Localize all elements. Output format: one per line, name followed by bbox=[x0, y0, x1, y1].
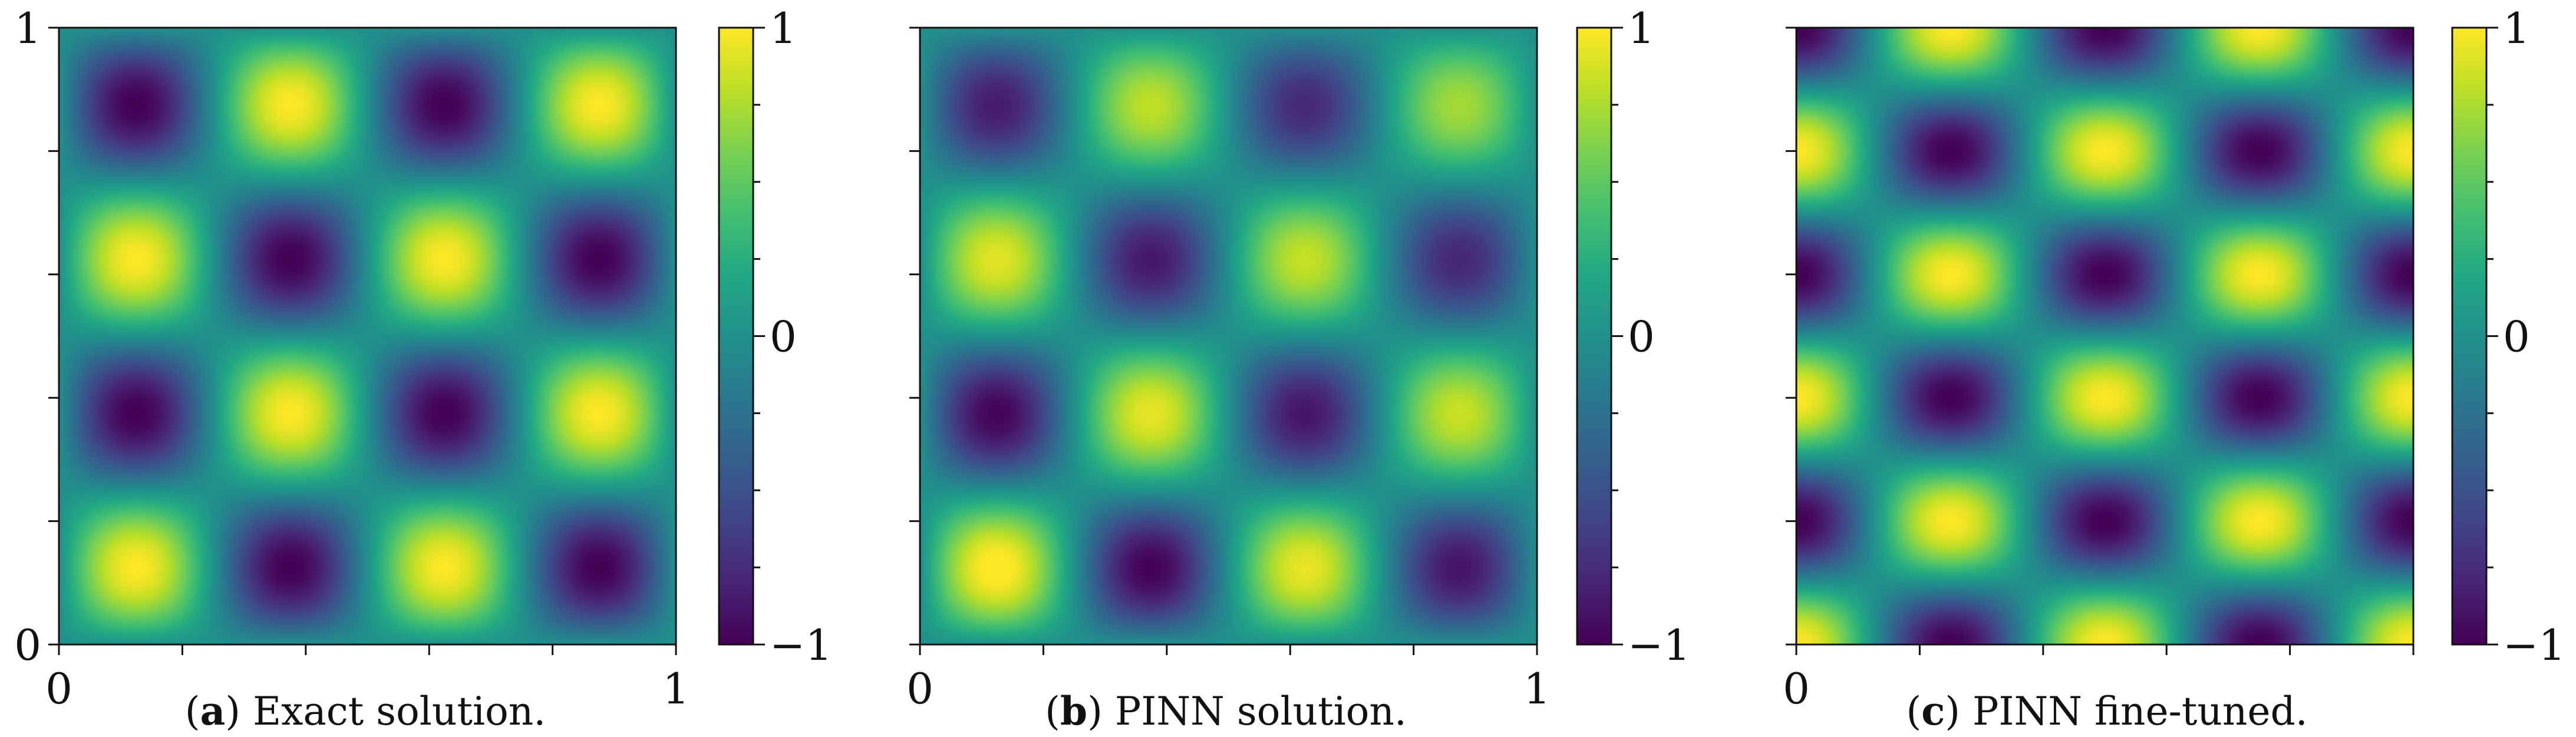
caption-label: ( bbox=[1906, 689, 1921, 734]
heatmap-image bbox=[1796, 28, 2413, 645]
caption-label: ( bbox=[185, 689, 200, 734]
plot-frame bbox=[58, 27, 677, 646]
x-tick-label: 1 bbox=[662, 664, 690, 713]
panel-caption: (a) Exact solution. bbox=[185, 688, 546, 734]
colorbar-gradient bbox=[718, 27, 754, 646]
colorbar: −1 0 1 bbox=[1576, 4, 1690, 670]
colorbar-tick-label: 1 bbox=[2503, 4, 2530, 53]
heatmap-image bbox=[920, 28, 1537, 645]
panel-b: 0 1 −1 0 1 (b) PINN solution. bbox=[906, 4, 1690, 734]
colorbar-tick-label: 0 bbox=[1628, 312, 1655, 362]
colorbar: −1 0 1 bbox=[2451, 4, 2565, 670]
caption-text: PINN fine-tuned. bbox=[1973, 689, 2308, 734]
colorbar-tick-label: 0 bbox=[770, 312, 797, 362]
caption-label: ( bbox=[1045, 689, 1060, 734]
x-tick-label: 1 bbox=[1523, 664, 1551, 713]
panel-caption: (c) PINN fine-tuned. bbox=[1906, 688, 2307, 734]
colorbar-tick-label: −1 bbox=[2503, 620, 2565, 670]
x-tick-label: 0 bbox=[1783, 664, 1810, 713]
colorbar-tick-label: 1 bbox=[1628, 4, 1655, 53]
panel-a: 0 1 0 1 −1 0 1 (a) Exact solution. bbox=[14, 4, 832, 734]
heatmap-image bbox=[59, 28, 676, 645]
caption-label-letter: a bbox=[200, 688, 225, 734]
caption-label-letter: b bbox=[1060, 688, 1087, 734]
caption-text: PINN solution. bbox=[1115, 689, 1407, 734]
x-tick-label: 0 bbox=[45, 664, 72, 713]
colorbar-gradient bbox=[1576, 27, 1612, 646]
panel-c: 0 −1 0 1 (c) PINN fine-tuned. bbox=[1783, 4, 2565, 734]
caption-text: Exact solution. bbox=[253, 689, 546, 734]
colorbar-gradient bbox=[2451, 27, 2488, 646]
colorbar-tick-label: 1 bbox=[770, 4, 797, 53]
y-tick-label: 0 bbox=[14, 620, 41, 670]
plot-frame bbox=[919, 27, 1538, 646]
colorbar: −1 0 1 bbox=[718, 4, 832, 670]
y-tick-label: 1 bbox=[14, 4, 41, 53]
plot-frame bbox=[1795, 27, 2415, 646]
colorbar-tick-label: −1 bbox=[1628, 620, 1690, 670]
x-tick-label: 0 bbox=[906, 664, 934, 713]
panel-caption: (b) PINN solution. bbox=[1045, 688, 1407, 734]
colorbar-tick-label: −1 bbox=[770, 620, 832, 670]
caption-label-letter: c bbox=[1921, 688, 1945, 734]
colorbar-tick-label: 0 bbox=[2503, 312, 2530, 362]
